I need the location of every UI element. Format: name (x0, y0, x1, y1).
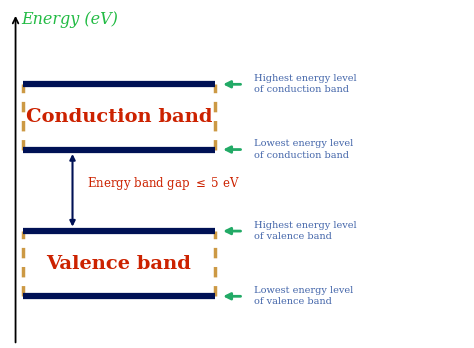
Text: Conduction band: Conduction band (26, 108, 212, 126)
Text: Valence band: Valence band (46, 255, 191, 273)
Text: Highest energy level
of valence band: Highest energy level of valence band (254, 221, 357, 241)
Text: Lowest energy level
of valence band: Lowest energy level of valence band (254, 286, 353, 306)
Text: Highest energy level
of conduction band: Highest energy level of conduction band (254, 74, 357, 94)
Text: Energy (eV): Energy (eV) (21, 11, 118, 28)
Text: Energy band gap $\leq$ 5 eV: Energy band gap $\leq$ 5 eV (87, 175, 239, 192)
Text: Lowest energy level
of conduction band: Lowest energy level of conduction band (254, 140, 353, 160)
